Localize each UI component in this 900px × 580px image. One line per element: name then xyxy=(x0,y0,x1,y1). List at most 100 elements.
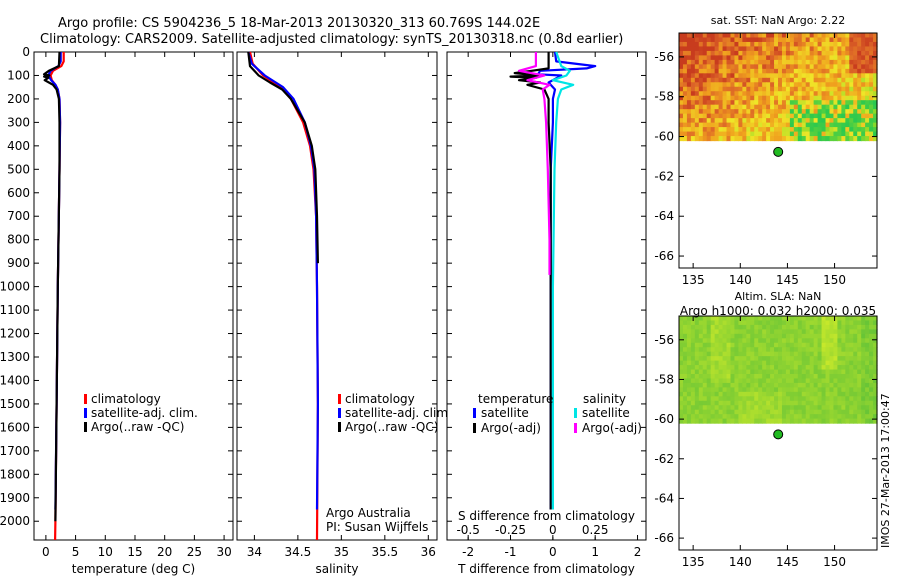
sst_map-cell xyxy=(793,91,799,97)
sla_map-cell xyxy=(873,414,878,420)
sst_map-cell xyxy=(785,41,791,48)
sla_map-cell xyxy=(766,400,771,406)
sst_map-cell xyxy=(801,100,807,106)
sst_map-cell xyxy=(801,122,807,128)
sla_map-cell xyxy=(837,333,842,339)
sst_map-cell xyxy=(718,73,724,79)
sla_map-cell xyxy=(841,338,846,344)
sst_map-cell xyxy=(785,122,791,128)
sst_map-cell xyxy=(861,46,866,52)
sla_map-cell xyxy=(754,320,759,326)
sst_map-cell xyxy=(718,95,724,101)
temperature-ytick-label: 1400 xyxy=(0,373,30,387)
sst_map-cell xyxy=(817,64,823,70)
sst_map-cell xyxy=(742,86,747,92)
sst_map-cell xyxy=(714,68,720,74)
sst_map-cell xyxy=(730,41,736,48)
sla_map-cell xyxy=(762,387,767,393)
sst_map-cell xyxy=(833,136,838,142)
sst_map-cell xyxy=(754,131,759,137)
sla_map-cell xyxy=(857,414,862,420)
temperature-ytick-label: 800 xyxy=(7,233,30,247)
sla_map-cell xyxy=(718,405,724,411)
sla_map-cell xyxy=(778,356,783,362)
sst_map-cell xyxy=(789,113,795,119)
sla_map-cell xyxy=(793,387,799,393)
sst_map-cell xyxy=(698,100,704,106)
sla_map-cell xyxy=(682,324,688,330)
sst_map-cell xyxy=(825,82,831,88)
sla_map-cell xyxy=(766,391,771,397)
sla_map-cell xyxy=(746,320,751,326)
sla_map-cell xyxy=(754,418,759,424)
sst_map-cell xyxy=(754,77,759,83)
sla_map-cell xyxy=(706,347,712,353)
sst_map-cell xyxy=(813,131,819,137)
sst_map-cell xyxy=(742,122,747,128)
sst_map-cell xyxy=(679,95,684,101)
sst_map-cell xyxy=(706,136,712,142)
sla_map-cell xyxy=(714,338,720,344)
sla_map-cell xyxy=(750,356,755,362)
sla_map-cell xyxy=(682,338,688,344)
sst_map-cell xyxy=(706,100,712,106)
sst_map-cell xyxy=(861,118,866,124)
sla_map-cell xyxy=(797,409,803,415)
sst_map-cell xyxy=(682,122,688,128)
sla_map-cell xyxy=(825,347,831,353)
sla_map-cell xyxy=(821,347,827,353)
sst_map-cell xyxy=(841,41,846,48)
sst_map-cell xyxy=(746,59,751,65)
sst_map-cell xyxy=(865,109,870,115)
sst_map-cell xyxy=(781,46,787,52)
sla_map-cell xyxy=(778,351,783,357)
sla_map-cell xyxy=(785,378,791,384)
sst_map-cell xyxy=(841,82,846,88)
sla_map-cell xyxy=(730,382,736,388)
sla_map-cell xyxy=(706,316,712,322)
sst_map-cell xyxy=(706,91,712,97)
sla_map-cell xyxy=(710,405,716,411)
sla_map-cell xyxy=(781,374,787,380)
sst_map-cell xyxy=(738,46,743,52)
sla_map-cell xyxy=(821,378,827,384)
sst_map-cell xyxy=(702,77,708,83)
sst_map-cell xyxy=(710,104,716,110)
sla_map-cell xyxy=(821,405,827,411)
sst_map-cell xyxy=(861,91,866,97)
sla_map-cell xyxy=(778,347,783,353)
sla_map-cell xyxy=(873,391,878,397)
sla_map-cell xyxy=(821,365,827,371)
sst_map-cell xyxy=(821,64,827,70)
sla_map-cell xyxy=(833,342,838,348)
sst_map-cell xyxy=(718,41,724,48)
difference-xtick-label: -1 xyxy=(505,545,517,559)
sla_map-cell xyxy=(778,342,783,348)
sla_map-cell xyxy=(829,329,835,335)
sst_map-cell xyxy=(809,33,815,39)
sst_map-cell xyxy=(770,82,775,88)
sla_map-cell xyxy=(785,333,791,339)
sst_map-cell xyxy=(694,109,700,115)
sla_map-cell xyxy=(702,391,708,397)
sst_map-cell xyxy=(817,109,823,115)
sst_map-cell xyxy=(789,41,795,48)
sst_map-ytick-label: -60 xyxy=(654,130,674,144)
temperature-xtick-label: 5 xyxy=(72,545,80,559)
sst_map-cell xyxy=(805,131,811,137)
sla_map-cell xyxy=(734,360,739,366)
sst_map-cell xyxy=(690,73,696,79)
sst_map-cell xyxy=(861,77,866,83)
sst_map-cell xyxy=(793,46,799,52)
sla_map-cell xyxy=(809,324,815,330)
difference-xtick-label: 2 xyxy=(634,545,642,559)
sla_map-cell xyxy=(698,378,704,384)
sst_map-cell xyxy=(781,122,787,128)
sst_map-cell xyxy=(853,127,858,133)
sst_map-cell xyxy=(694,131,700,137)
sst_map-cell xyxy=(829,73,835,79)
sla_map-cell xyxy=(726,418,732,424)
sst_map-cell xyxy=(686,37,692,43)
sst_map-cell xyxy=(746,46,751,52)
sst_map-cell xyxy=(706,95,712,101)
